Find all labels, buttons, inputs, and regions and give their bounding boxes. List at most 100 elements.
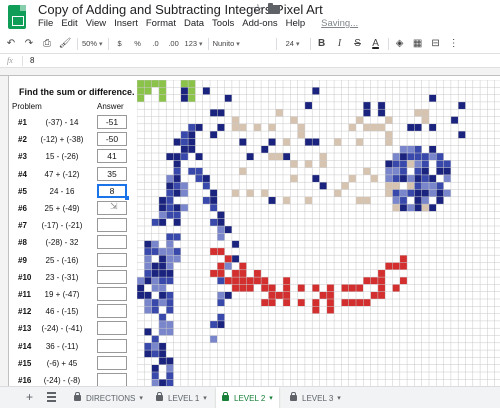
menu-help[interactable]: Help	[285, 18, 306, 29]
pixel-cell	[385, 262, 393, 270]
chevron-down-icon[interactable]: ▾	[139, 395, 143, 402]
paint-format-icon[interactable]: 🖌	[58, 38, 72, 49]
fill-color-icon[interactable]: ◈	[395, 38, 404, 49]
bold-button[interactable]: B	[317, 38, 326, 49]
problem-number: #7	[18, 221, 27, 231]
pixel-cell	[239, 123, 247, 132]
pixel-cell	[151, 284, 159, 292]
menu-data[interactable]: Data	[183, 18, 205, 29]
pixel-cell	[414, 160, 422, 168]
strikethrough-button[interactable]: S	[354, 38, 361, 49]
menu-format[interactable]: Format	[145, 18, 176, 29]
answer-cell[interactable]	[97, 201, 127, 215]
pixel-cell	[443, 189, 451, 197]
menu-view[interactable]: View	[85, 18, 107, 29]
merge-cells-icon[interactable]: ⊟	[431, 38, 440, 49]
answer-cell[interactable]	[97, 287, 127, 301]
pixel-cell	[275, 109, 283, 117]
problem-expression: (-24) - (-8)	[43, 376, 81, 385]
pixel-cell	[283, 277, 291, 285]
selection-fill-handle[interactable]	[125, 195, 129, 200]
tab-level-2[interactable]: LEVEL 2 ▾	[216, 387, 279, 408]
answer-cell[interactable]	[97, 252, 127, 267]
column-header[interactable]	[0, 68, 500, 76]
pixel-cell	[151, 379, 159, 386]
pixel-cell	[304, 138, 313, 146]
answer-cell[interactable]	[97, 338, 127, 353]
pixel-art-grid[interactable]	[137, 80, 500, 386]
toolbar-divider	[309, 37, 311, 50]
more-icon[interactable]: ⋮	[448, 38, 459, 49]
answer-cell[interactable]: -51	[97, 115, 127, 129]
currency-format-button[interactable]: $	[117, 39, 122, 48]
answer-cell[interactable]: 8	[97, 183, 127, 198]
font-size-select[interactable]: 24	[281, 36, 305, 52]
answer-cell[interactable]: 35	[97, 166, 127, 181]
pixel-cell	[158, 204, 167, 212]
document-title[interactable]: Copy of Adding and Subtracting Integers …	[38, 2, 323, 17]
number-format-select[interactable]: 123	[185, 36, 203, 52]
undo-icon[interactable]: ↶	[6, 38, 16, 49]
answer-cell[interactable]: -50	[97, 132, 127, 147]
pixel-cell	[443, 160, 451, 168]
sheets-logo-icon[interactable]	[8, 5, 26, 29]
answer-cell[interactable]	[97, 218, 127, 233]
pixel-cell	[326, 306, 335, 314]
answer-cell[interactable]: 41	[97, 149, 127, 164]
all-sheets-icon[interactable]	[47, 392, 56, 402]
menu-addons[interactable]: Add-ons	[242, 18, 278, 29]
pixel-cell	[144, 342, 152, 351]
pixel-cell	[421, 189, 429, 197]
text-color-button[interactable]: A	[372, 38, 379, 49]
menu-file[interactable]: File	[38, 18, 54, 29]
answer-cell[interactable]	[97, 269, 127, 284]
problem-row: #5 24 - 16 8	[0, 183, 130, 200]
decrease-decimal-button[interactable]: .0	[152, 39, 159, 48]
pixel-cell	[392, 196, 400, 205]
pixel-cell	[407, 123, 415, 132]
answer-cell[interactable]	[97, 235, 127, 250]
borders-icon[interactable]: ▦	[412, 38, 423, 49]
sheet-area[interactable]: Find the sum or difference. Problem Answ…	[0, 68, 500, 386]
chevron-down-icon[interactable]: ▾	[337, 395, 341, 402]
pixel-cell	[158, 357, 167, 365]
increase-decimal-button[interactable]: .00	[168, 39, 179, 48]
folder-icon[interactable]	[268, 3, 280, 14]
answer-cell[interactable]	[97, 373, 127, 386]
answer-cell[interactable]	[97, 321, 127, 336]
saving-status[interactable]: Saving...	[321, 18, 359, 29]
pixel-cell	[217, 247, 225, 256]
redo-icon[interactable]: ↷	[24, 38, 34, 49]
star-icon[interactable]: ☆	[252, 1, 264, 16]
formula-bar: fx 8	[0, 54, 500, 68]
pixel-cell	[392, 153, 400, 161]
pixel-cell	[180, 138, 189, 146]
row-header[interactable]	[0, 76, 9, 386]
tab-level-1[interactable]: LEVEL 1 ▾	[150, 387, 213, 408]
pixel-cell	[414, 189, 422, 197]
pixel-cell	[414, 174, 422, 183]
answer-cell[interactable]	[97, 304, 127, 319]
chevron-down-icon[interactable]: ▾	[269, 395, 273, 402]
print-icon[interactable]: ⎙	[43, 38, 51, 49]
formula-input[interactable]: 8	[30, 56, 35, 65]
font-family-select[interactable]: Nunito	[213, 36, 271, 52]
tab-label: LEVEL 1	[168, 393, 200, 403]
tab-level-3[interactable]: LEVEL 3 ▾	[284, 387, 347, 408]
pixel-cell	[188, 94, 196, 102]
add-sheet-icon[interactable]: +	[26, 390, 34, 404]
menu-edit[interactable]: Edit	[61, 18, 78, 29]
menu-insert[interactable]: Insert	[114, 18, 138, 29]
chevron-down-icon[interactable]: ▾	[203, 395, 207, 402]
pixel-cell	[436, 167, 444, 175]
italic-button[interactable]: I	[337, 38, 342, 49]
tab-directions[interactable]: DIRECTIONS ▾	[68, 387, 149, 408]
pixel-cell	[144, 262, 152, 270]
percent-format-button[interactable]: %	[134, 39, 141, 48]
answer-cell[interactable]	[97, 355, 127, 370]
pixel-cell	[261, 145, 269, 153]
zoom-select[interactable]: 50%	[82, 36, 103, 52]
pixel-cell	[414, 196, 422, 205]
pixel-cell	[151, 247, 159, 256]
menu-tools[interactable]: Tools	[212, 18, 235, 29]
